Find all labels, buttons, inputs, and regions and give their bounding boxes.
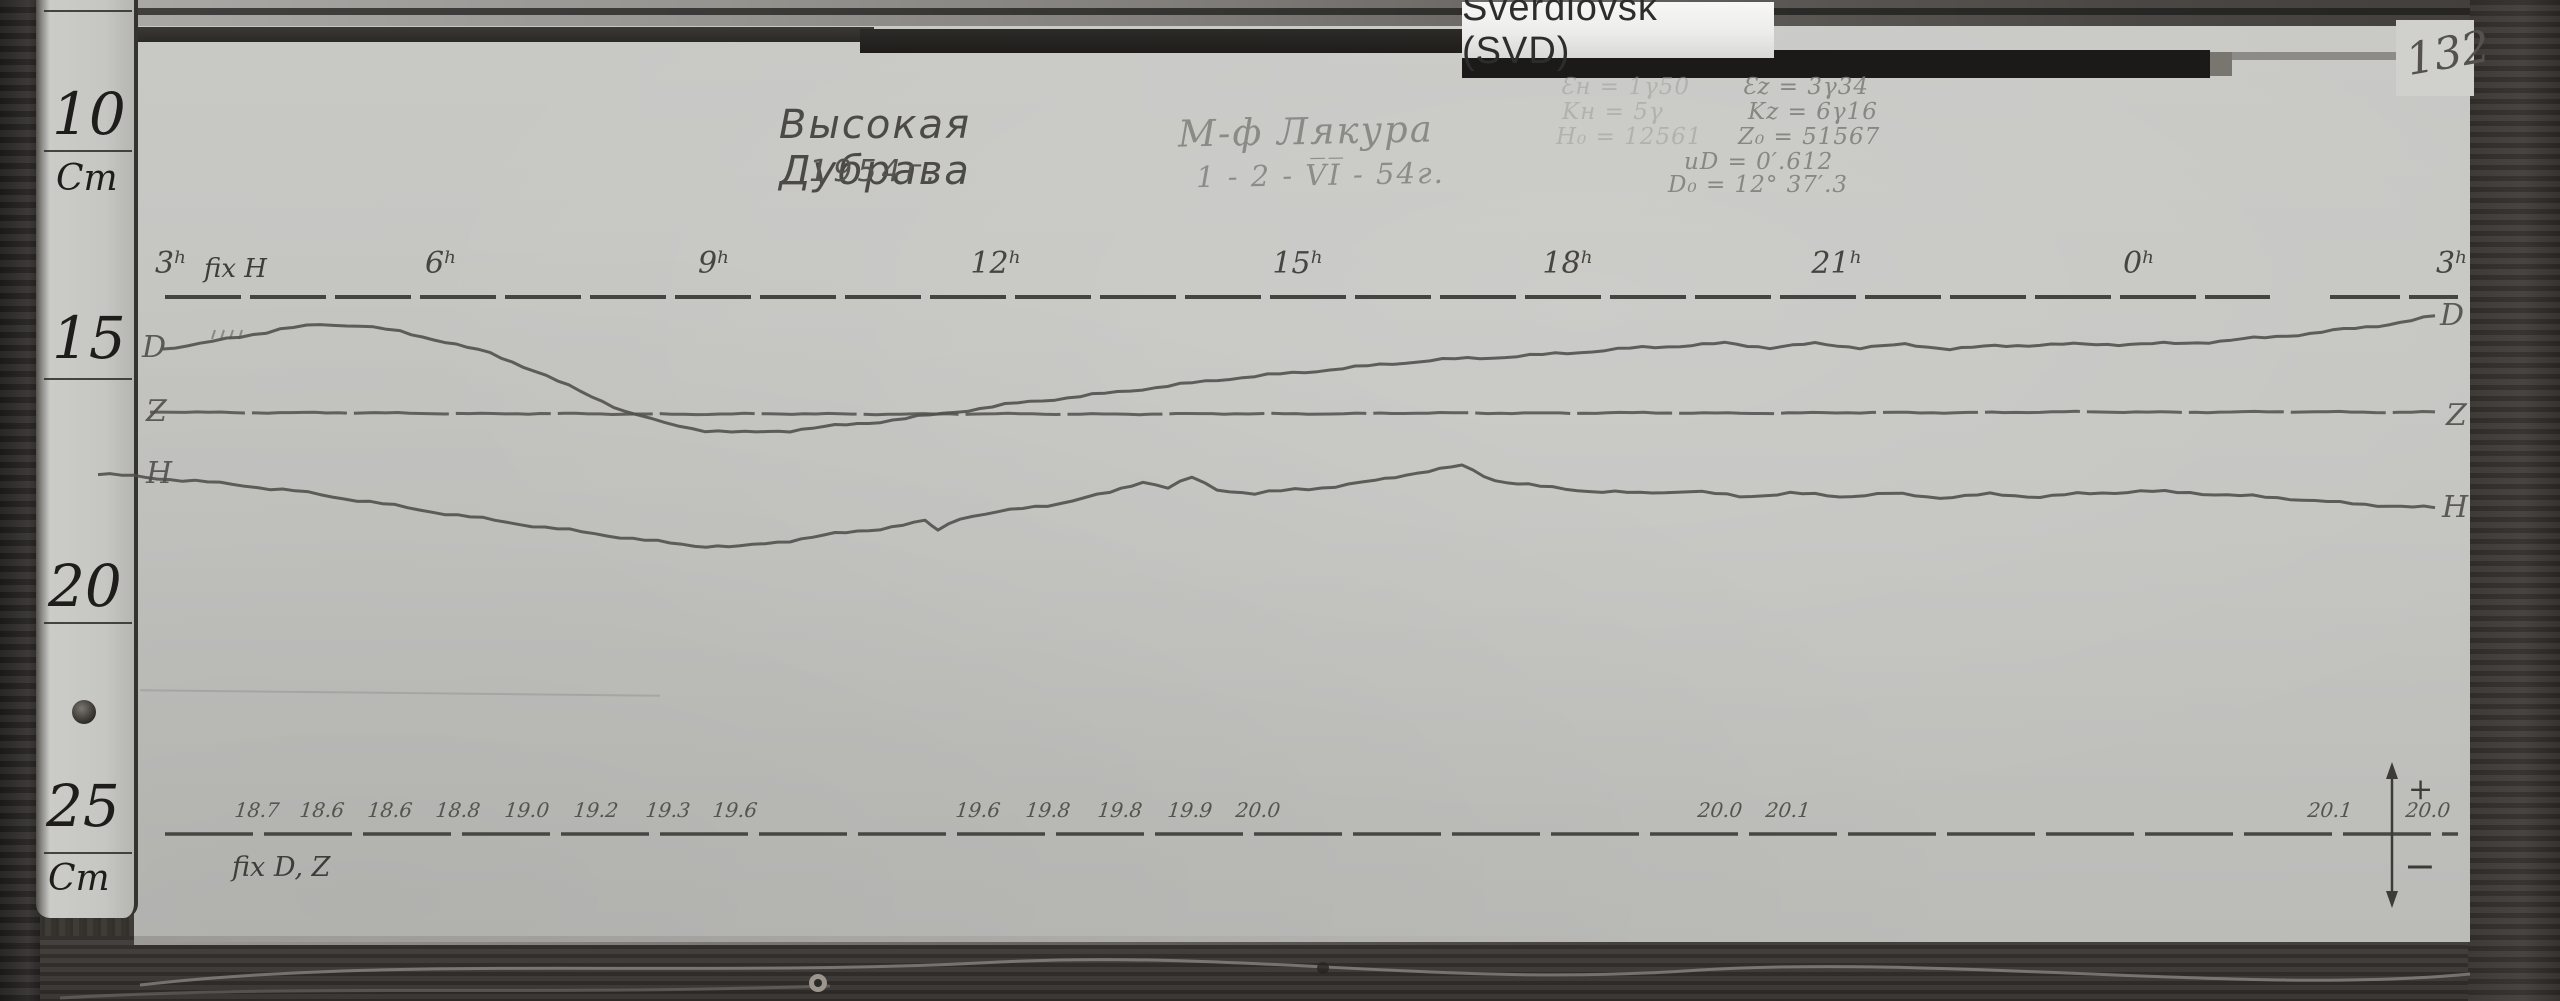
fix-dz-note: fix D, Z [232, 852, 331, 883]
calibration-z0: Z₀ = 51567 [1738, 124, 1881, 150]
wood-shelf-bottom [40, 936, 2560, 1001]
cm-ruler [36, 0, 138, 918]
hour-tick-label: 6ʰ [424, 246, 458, 281]
paper-curl-shadow-end [2210, 52, 2232, 76]
baseline-scale-value: 18.7 [233, 798, 281, 822]
hour-tick-label: 3ʰ [154, 246, 188, 281]
chart-title: Высокая Дубрава [778, 102, 972, 194]
calibration-eps-h: Ɛн = 1γ50 [1560, 74, 1691, 100]
wood-left-edge [0, 0, 40, 1001]
ruler-mark-15: 15 [52, 304, 126, 372]
baseline-scale-value: 20.0 [1696, 798, 1744, 822]
trace-label-d-left: D [142, 330, 167, 365]
baseline-scale-value: 19.8 [1024, 798, 1072, 822]
polarity-plus: + [2408, 772, 2434, 807]
calibration-k-z: Kz = 6γ16 [1748, 99, 1878, 125]
hour-tick-label: 15ʰ [1272, 246, 1324, 281]
trace-label-z-right: Z [2446, 398, 2467, 433]
ruler-mark-cm: Cm [48, 858, 110, 899]
calibration-d0: D₀ = 12° 37′.3 [1668, 172, 1849, 198]
ruler-division-line [44, 150, 132, 152]
date-range-note: 1 - 2 - V̅I̅ - 54г. [1195, 155, 1446, 195]
wood-right-edge [2468, 0, 2560, 1001]
ruler-division-line [44, 378, 132, 380]
ruler-mark-cm: Cm [56, 158, 118, 199]
calibration-h0: H₀ = 12561 [1556, 124, 1703, 150]
calibration-ud: uD = 0′.612 [1684, 149, 1834, 175]
chart-year: 1954г. [809, 154, 941, 189]
ruler-mark-20: 20 [48, 552, 122, 620]
baseline-scale-value: 19.6 [954, 798, 1002, 822]
station-label-text: Sverdlovsk (SVD) [1462, 0, 1658, 72]
baseline-scale-value: 20.0 [1234, 798, 1282, 822]
paper-corner [2396, 20, 2474, 96]
trace-label-h-left: H [146, 456, 173, 491]
baseline-scale-value: 20.1 [1764, 798, 1812, 822]
paper-bottom-edge [134, 936, 1634, 945]
ruler-mark-25: 25 [46, 772, 120, 840]
paper-curl-shadow [860, 29, 1470, 53]
ruler-division-line [44, 622, 132, 624]
baseline-scale-value: 18.6 [366, 798, 414, 822]
shelf-groove-line [134, 8, 2470, 15]
calibration-eps-z: Ɛz = 3γ34 [1742, 74, 1869, 100]
baseline-scale-value: 19.6 [711, 798, 759, 822]
hour-tick-label: 3ʰ [2435, 246, 2469, 281]
ruler-division-line [44, 852, 132, 854]
hour-tick-label: 0ʰ [2122, 246, 2156, 281]
instrument-note: М-ф Лякура [1177, 107, 1435, 156]
hour-tick-label: 21ʰ [1811, 246, 1863, 281]
trace-label-h-right: H [2442, 490, 2469, 525]
baseline-scale-value: 19.8 [1096, 798, 1144, 822]
hour-tick-label: 12ʰ [970, 246, 1022, 281]
ruler-screw [72, 700, 96, 724]
baseline-scale-value: 18.6 [298, 798, 346, 822]
baseline-scale-value: 19.2 [572, 798, 620, 822]
baseline-scale-value: 19.9 [1166, 798, 1214, 822]
paper-top-edge-line [2232, 52, 2470, 60]
calibration-k-h: Kн = 5γ [1562, 99, 1664, 125]
station-label: Sverdlovsk (SVD) [1462, 0, 1774, 72]
baseline-scale-value: 19.3 [644, 798, 692, 822]
hour-tick-label: 9ʰ [697, 246, 731, 281]
baseline-scale-value: 20.1 [2306, 798, 2354, 822]
fix-h-note: fix H [204, 254, 267, 284]
paper-curl-shadow [134, 27, 874, 42]
baseline-scale-value: 18.8 [434, 798, 482, 822]
hour-tick-label: 18ʰ [1542, 246, 1594, 281]
trace-label-d-right: D [2440, 298, 2465, 333]
trace-label-z-left: Z [146, 394, 167, 429]
ruler-mark-10: 10 [52, 80, 126, 148]
ruler-division-line [44, 10, 132, 12]
polarity-minus: − [2404, 844, 2436, 888]
baseline-scale-value: 19.0 [503, 798, 551, 822]
